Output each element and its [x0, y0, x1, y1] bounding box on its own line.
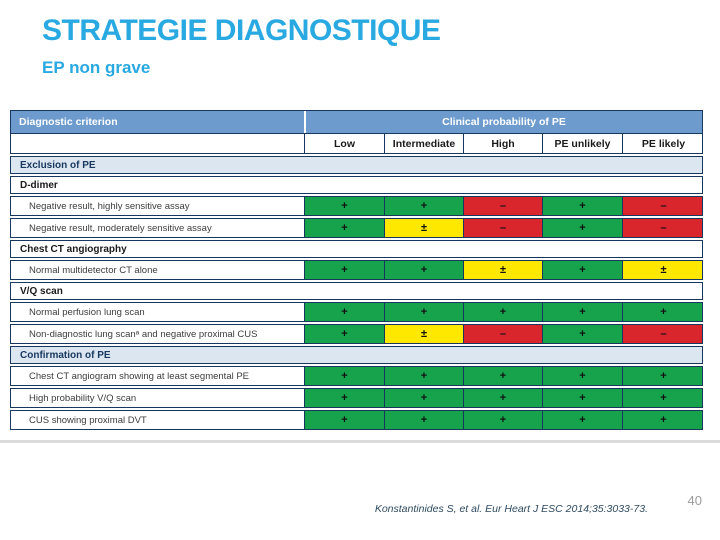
column-header-high: High: [463, 134, 542, 153]
criterion-label: Negative result, highly sensitive assay: [29, 200, 190, 212]
section-row: Exclusion of PE: [10, 156, 703, 174]
section-label: Confirmation of PE: [20, 349, 111, 361]
result-cell-green: +: [384, 389, 463, 407]
result-cell-red: –: [463, 325, 542, 343]
criterion-row: Negative result, moderately sensitive as…: [10, 218, 703, 238]
subsection-label: Chest CT angiography: [20, 243, 127, 255]
result-cell-green: +: [304, 197, 384, 215]
result-cell-green: +: [463, 389, 542, 407]
page-number: 40: [687, 493, 702, 508]
result-cell-green: +: [463, 411, 542, 429]
subsection-row: Chest CT angiography: [10, 240, 703, 258]
result-cell-green: +: [463, 303, 542, 321]
slide-title: STRATEGIE DIAGNOSTIQUE: [42, 14, 441, 47]
result-cell-green: +: [304, 261, 384, 279]
result-cell-green: +: [304, 219, 384, 237]
criterion-row: Non-diagnostic lung scanᵃ and negative p…: [10, 324, 703, 344]
result-cell-green: +: [304, 367, 384, 385]
result-cell-green: +: [542, 197, 622, 215]
result-cell-green: +: [622, 303, 702, 321]
result-cell-green: +: [542, 367, 622, 385]
result-cell-yellow: ±: [384, 219, 463, 237]
result-cell-red: –: [622, 219, 702, 237]
criterion-row: Normal multidetector CT alone + + ± + ±: [10, 260, 703, 280]
diagnostic-table: Diagnostic criterion Clinical probabilit…: [10, 110, 703, 432]
subsection-row: V/Q scan: [10, 282, 703, 300]
table-body: Exclusion of PE D-dimer Negative result, h…: [10, 156, 703, 430]
criterion-row: Normal perfusion lung scan + + + + +: [10, 302, 703, 322]
criterion-row: High probability V/Q scan + + + + +: [10, 388, 703, 408]
column-header-empty: [11, 134, 304, 153]
criterion-label: Normal perfusion lung scan: [29, 306, 145, 318]
criterion-label: Negative result, moderately sensitive as…: [29, 222, 212, 234]
criterion-label: High probability V/Q scan: [29, 392, 137, 404]
section-row: Confirmation of PE: [10, 346, 703, 364]
column-header-intermediate: Intermediate: [384, 134, 463, 153]
result-cell-green: +: [542, 261, 622, 279]
subsection-label: D-dimer: [20, 179, 58, 191]
result-cell-green: +: [463, 367, 542, 385]
result-cell-green: +: [304, 325, 384, 343]
result-cell-red: –: [463, 219, 542, 237]
column-header-diagnostic-criterion: Diagnostic criterion: [11, 111, 304, 133]
column-header-low: Low: [304, 134, 384, 153]
citation: Konstantinides S, et al. Eur Heart J ESC…: [374, 503, 648, 515]
criterion-label: CUS showing proximal DVT: [29, 414, 147, 426]
column-header-clinical-probability: Clinical probability of PE: [304, 111, 702, 133]
criterion-label: Normal multidetector CT alone: [29, 264, 158, 276]
result-cell-green: +: [622, 411, 702, 429]
result-cell-green: +: [384, 411, 463, 429]
section-label: Exclusion of PE: [20, 159, 96, 171]
result-cell-green: +: [304, 411, 384, 429]
column-header-pe-likely: PE likely: [622, 134, 702, 153]
result-cell-green: +: [542, 325, 622, 343]
result-cell-green: +: [384, 197, 463, 215]
result-cell-yellow: ±: [384, 325, 463, 343]
table-subheader-row: Low Intermediate High PE unlikely PE likely: [10, 133, 703, 154]
criterion-row: Chest CT angiogram showing at least segm…: [10, 366, 703, 386]
result-cell-green: +: [542, 389, 622, 407]
column-header-pe-unlikely: PE unlikely: [542, 134, 622, 153]
result-cell-green: +: [304, 303, 384, 321]
result-cell-green: +: [542, 303, 622, 321]
bottom-divider: [0, 440, 720, 443]
result-cell-green: +: [384, 367, 463, 385]
subsection-row: D-dimer: [10, 176, 703, 194]
result-cell-yellow: ±: [622, 261, 702, 279]
result-cell-yellow: ±: [463, 261, 542, 279]
criterion-label: Chest CT angiogram showing at least segm…: [29, 370, 250, 382]
result-cell-red: –: [622, 197, 702, 215]
table-header-row: Diagnostic criterion Clinical probabilit…: [10, 110, 703, 133]
result-cell-red: –: [622, 325, 702, 343]
result-cell-green: +: [304, 389, 384, 407]
subsection-label: V/Q scan: [20, 285, 63, 297]
criterion-label: Non-diagnostic lung scanᵃ and negative p…: [29, 328, 258, 340]
result-cell-green: +: [384, 303, 463, 321]
criterion-row: CUS showing proximal DVT + + + + +: [10, 410, 703, 430]
result-cell-red: –: [463, 197, 542, 215]
slide-subtitle: EP non grave: [42, 58, 151, 77]
result-cell-green: +: [542, 219, 622, 237]
result-cell-green: +: [622, 389, 702, 407]
result-cell-green: +: [384, 261, 463, 279]
criterion-row: Negative result, highly sensitive assay +…: [10, 196, 703, 216]
result-cell-green: +: [542, 411, 622, 429]
result-cell-green: +: [622, 367, 702, 385]
